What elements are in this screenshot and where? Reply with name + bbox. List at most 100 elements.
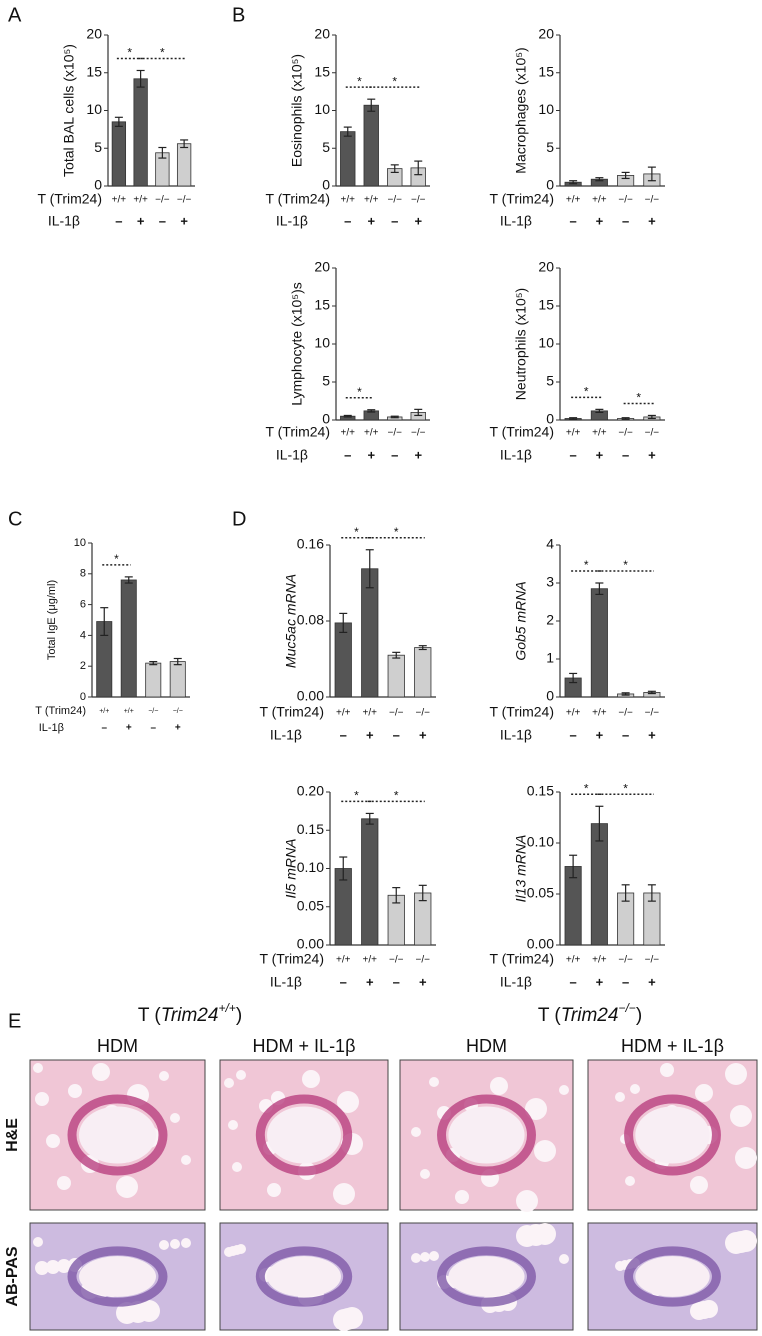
row-label: T (Trim24) — [489, 951, 554, 967]
significance-label: * — [357, 385, 362, 399]
y-tick-label: 0.00 — [527, 936, 554, 952]
x-tick-label: −/− — [389, 955, 404, 966]
error-bar — [136, 69, 145, 88]
y-tick-label: 5 — [322, 139, 330, 155]
alveolus — [690, 1302, 708, 1320]
y-tick-label: 20 — [314, 259, 330, 275]
treatment-label: – — [340, 727, 347, 742]
treatment-label: – — [150, 723, 156, 734]
treatment-label: + — [596, 447, 604, 462]
treatment-label: – — [570, 974, 577, 989]
stain-label: AB-PAS — [4, 1246, 21, 1306]
treatment-label: + — [367, 213, 375, 228]
x-tick-label: −/− — [148, 708, 158, 715]
row-label: T (Trim24) — [35, 705, 86, 717]
error-bar — [621, 417, 630, 420]
treatment-label: + — [648, 974, 656, 989]
airway-lumen — [635, 1256, 710, 1297]
row-label: T (Trim24) — [265, 424, 330, 440]
x-tick-label: +/+ — [592, 428, 607, 439]
error-bar — [647, 690, 656, 695]
error-bar — [414, 408, 423, 417]
airway-wall — [437, 1094, 536, 1176]
alveolus — [411, 1127, 421, 1137]
airway-wall — [255, 1246, 353, 1307]
y-tick-label: 20 — [86, 26, 102, 42]
alveolus — [337, 1091, 359, 1113]
y-axis-label: Gob5 mRNA — [513, 581, 529, 660]
error-bar — [100, 607, 109, 637]
treatment-label: + — [419, 974, 427, 989]
y-tick-label: 0.15 — [527, 783, 554, 799]
y-axis-label: Eosinophils (x10⁵) — [289, 54, 305, 167]
treatment-label: + — [419, 727, 427, 742]
y-tick-label: 5 — [94, 139, 102, 155]
alveolus — [33, 1237, 43, 1247]
alveolus — [57, 1259, 71, 1273]
alveolus — [92, 1063, 110, 1081]
x-tick-label: −/− — [173, 708, 183, 715]
y-tick-label: 0.15 — [297, 821, 324, 837]
alveolus — [159, 1240, 169, 1250]
x-tick-label: +/+ — [566, 428, 581, 439]
condition-label: HDM + IL-1β — [621, 1036, 724, 1056]
significance-label: * — [584, 385, 589, 399]
alveolus — [525, 1098, 547, 1120]
treatment-label: + — [367, 447, 375, 462]
error-bar — [647, 884, 656, 902]
treatment-label: – — [344, 447, 351, 462]
error-bar — [569, 417, 578, 420]
error-bar — [367, 409, 376, 413]
alveolus — [559, 1254, 569, 1264]
alveolus — [420, 1252, 430, 1262]
y-tick-label: 15 — [314, 297, 330, 313]
bar — [133, 78, 148, 187]
airway-wall — [624, 1246, 721, 1307]
significance-label: * — [623, 558, 628, 572]
alveolus — [420, 1169, 430, 1179]
treatment-label: – — [393, 974, 400, 989]
alveolus — [660, 1063, 674, 1077]
significance-label: * — [584, 558, 589, 572]
error-bar — [158, 146, 167, 159]
treatment-label: – — [570, 727, 577, 742]
bar — [111, 121, 127, 187]
error-bar — [365, 549, 374, 589]
alveolus — [625, 1176, 635, 1186]
x-tick-label: −/− — [388, 195, 403, 206]
row-label: IL-1β — [500, 447, 532, 463]
error-bar — [339, 612, 348, 634]
error-bar — [418, 884, 427, 902]
alveolus — [236, 1070, 246, 1080]
treatment-label: – — [340, 974, 347, 989]
x-tick-label: −/− — [388, 428, 403, 439]
y-tick-label: 0 — [546, 177, 554, 193]
x-tick-label: +/+ — [112, 195, 127, 206]
x-tick-label: +/+ — [336, 955, 351, 966]
error-bar — [392, 887, 401, 904]
alveolus — [690, 1176, 708, 1194]
treatment-label: – — [391, 447, 398, 462]
group-suffix: ) — [236, 1005, 242, 1026]
row-label: T (Trim24) — [489, 191, 554, 207]
alveolus — [116, 1302, 138, 1324]
alveolus — [516, 1190, 538, 1212]
treatment-label: + — [648, 727, 656, 742]
y-tick-label: 5 — [546, 139, 554, 155]
alveolus — [170, 1239, 180, 1249]
group-genotype: −/− — [618, 1001, 635, 1015]
airway-lumen — [448, 1106, 525, 1164]
treatment-label: + — [596, 213, 604, 228]
bar — [334, 622, 352, 698]
x-tick-label: +/+ — [592, 955, 607, 966]
x-tick-label: +/+ — [124, 708, 134, 715]
alveolus — [46, 1260, 60, 1274]
y-tick-label: 15 — [538, 297, 554, 313]
y-axis-label: Lymphocyte (x10⁵)s — [289, 282, 305, 406]
y-tick-label: 8 — [80, 568, 86, 580]
error-bar — [621, 692, 630, 696]
x-tick-label: −/− — [155, 195, 170, 206]
error-bar — [418, 645, 427, 651]
bar — [169, 661, 186, 698]
